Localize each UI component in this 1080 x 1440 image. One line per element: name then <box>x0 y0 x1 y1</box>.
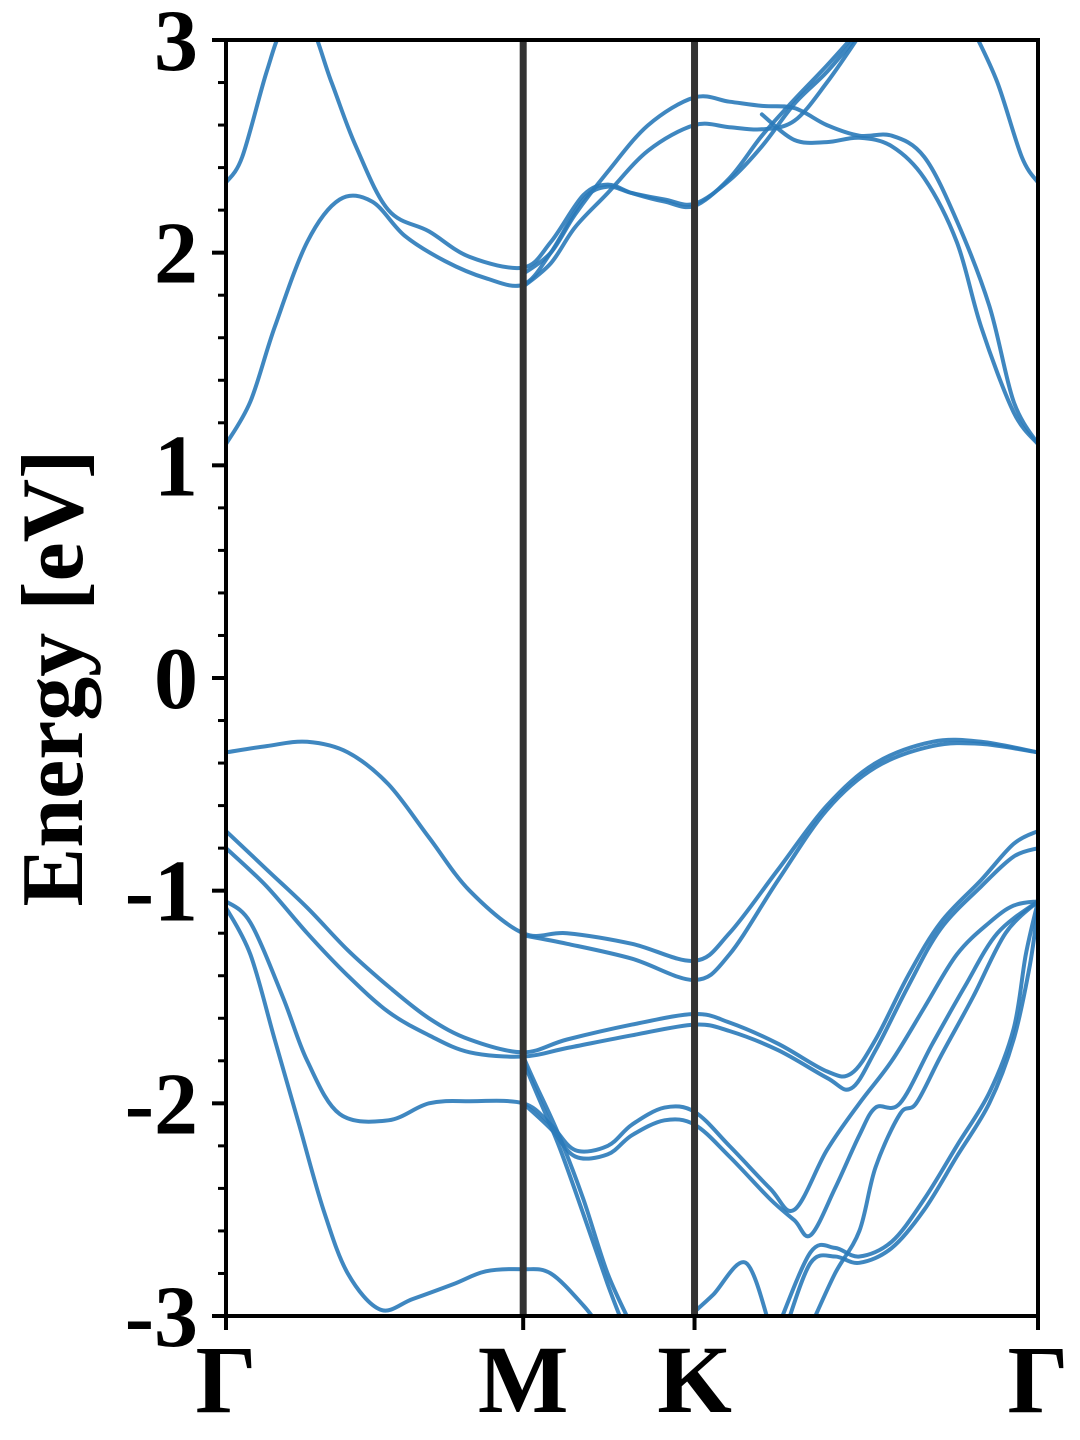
y-tick-label: 0 <box>154 631 198 728</box>
y-tick-label: -1 <box>125 844 198 941</box>
band-line-17 <box>780 899 1038 1316</box>
band-line-16 <box>692 1260 769 1316</box>
y-tick-label: -3 <box>125 1269 198 1366</box>
band-line-8 <box>521 741 1038 983</box>
band-line-13 <box>226 905 595 1316</box>
y-tick-label: 2 <box>154 206 198 303</box>
band-line-6 <box>975 40 1038 185</box>
band-line-9 <box>226 829 1038 1079</box>
y-axis-label: Energy [eV] <box>5 450 102 907</box>
y-ticks: 3 2 1 0 -1 -2 -3 <box>125 0 226 1366</box>
band-lines <box>226 40 1038 1316</box>
band-line-2 <box>226 40 857 447</box>
x-tick-label-3: K <box>657 1326 732 1433</box>
band-line-18 <box>787 905 1038 1316</box>
high-symmetry-lines <box>519 40 699 1316</box>
band-line-15 <box>521 1058 622 1316</box>
y-tick-label: 1 <box>154 418 198 515</box>
y-tick-label: 3 <box>154 0 198 90</box>
band-line-11 <box>226 899 1038 1213</box>
x-tick-label-4: Γ <box>1007 1326 1068 1433</box>
band-line-10 <box>226 846 1038 1092</box>
band-line-7 <box>226 737 1038 963</box>
y-tick-label: -2 <box>125 1056 198 1153</box>
band-line-12 <box>521 899 1038 1239</box>
x-tick-label-1: Γ <box>195 1326 256 1433</box>
band-line-1 <box>226 40 853 271</box>
band-line-4 <box>521 94 1038 447</box>
band-line-19 <box>813 899 1038 1316</box>
x-tick-label-2: M <box>478 1326 569 1433</box>
band-line-14 <box>521 1054 630 1316</box>
band-line-5 <box>759 112 1038 447</box>
